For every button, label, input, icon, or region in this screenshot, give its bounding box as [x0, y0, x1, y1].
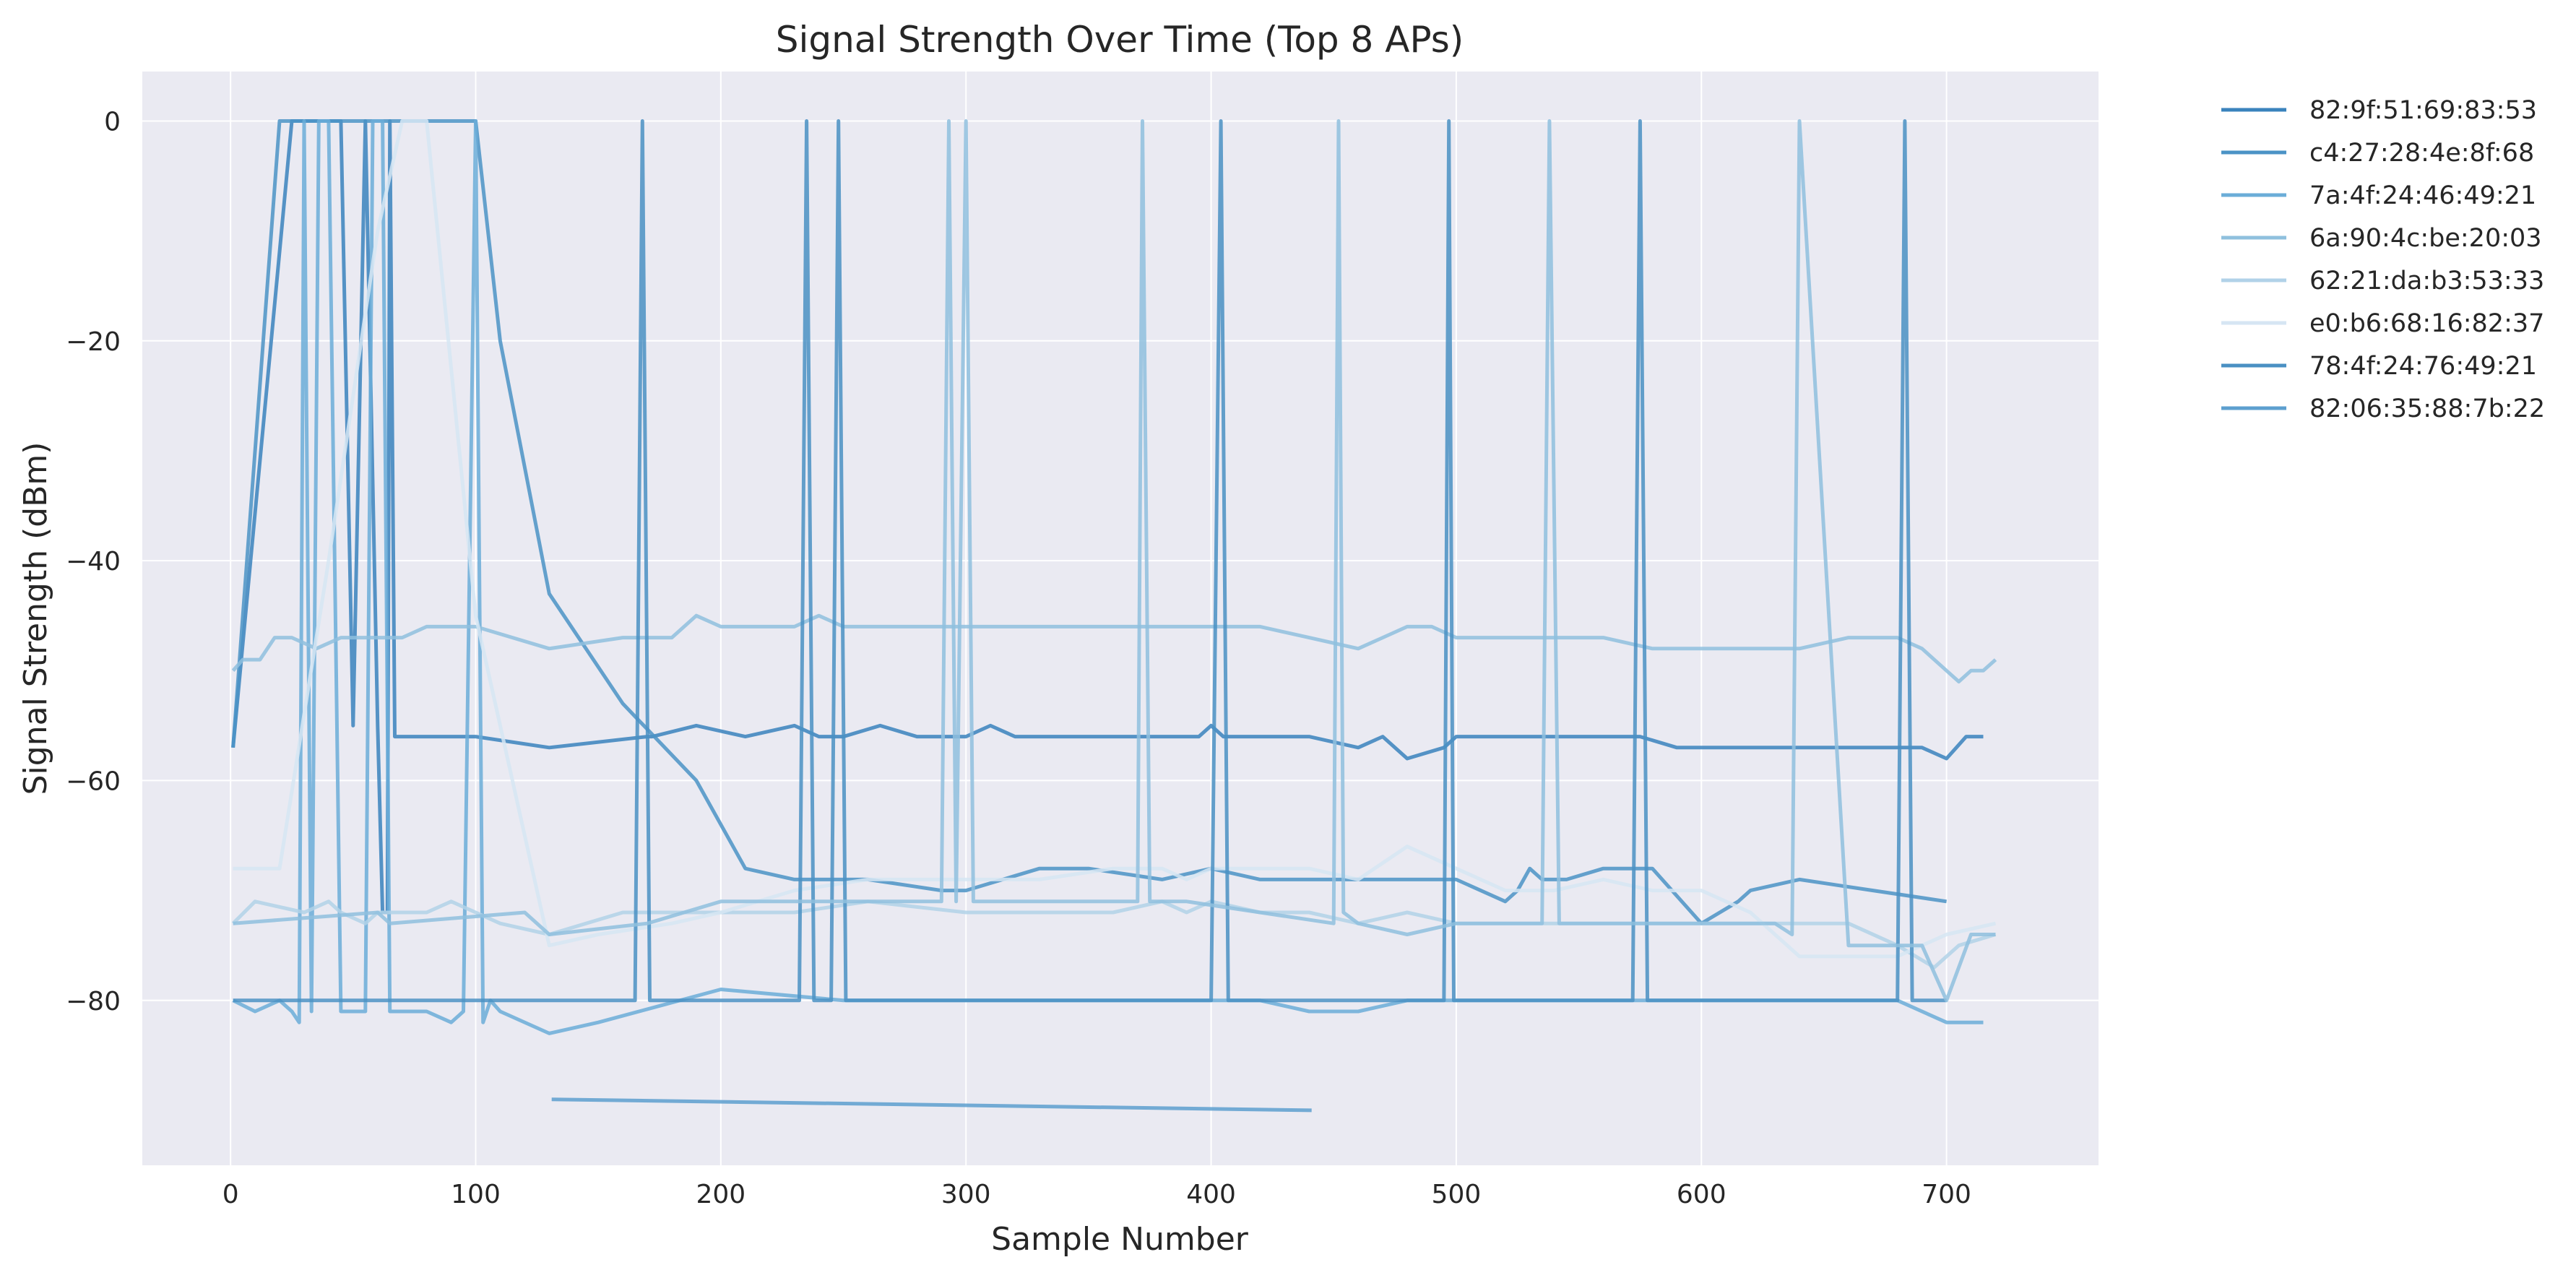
legend-label: c4:27:28:4e:8f:68: [2309, 139, 2534, 168]
y-tick-label: −20: [66, 327, 121, 357]
legend-label: 82:9f:51:69:83:53: [2309, 96, 2537, 125]
x-tick-label: 200: [696, 1180, 746, 1209]
y-tick-labels: 0 −20 −40 −60 −80: [66, 107, 121, 1016]
legend-label: 62:21:da:b3:53:33: [2309, 267, 2544, 295]
series-line-6: [233, 119, 1997, 959]
legend: 82:9f:51:69:83:53 c4:27:28:4e:8f:68 7a:4f:…: [2221, 96, 2545, 423]
x-tick-labels: 0 100 200 300 400 500 600 700: [222, 1180, 1971, 1209]
legend-label: 82:06:35:88:7b:22: [2309, 394, 2545, 423]
legend-label: 7a:4f:24:46:49:21: [2309, 181, 2536, 210]
x-axis-label: Sample Number: [991, 1221, 1249, 1258]
series-line-9: [233, 119, 1996, 1003]
y-axis-label: Signal Strength (dBm): [17, 442, 54, 795]
x-tick-label: 400: [1186, 1180, 1236, 1209]
x-tick-label: 500: [1432, 1180, 1482, 1209]
x-tick-label: 0: [222, 1180, 239, 1209]
y-tick-label: 0: [104, 107, 121, 137]
legend-label: 6a:90:4c:be:20:03: [2309, 224, 2542, 253]
legend-label: 78:4f:24:76:49:21: [2309, 352, 2537, 381]
x-tick-label: 700: [1922, 1180, 1971, 1209]
x-tick-label: 300: [941, 1180, 991, 1209]
series-line-7: [233, 119, 1947, 1003]
y-tick-label: −40: [66, 547, 121, 577]
x-tick-label: 600: [1677, 1180, 1726, 1209]
series-line-4: [231, 613, 1997, 683]
y-tick-label: −80: [66, 987, 121, 1016]
series-line-8: [551, 1097, 1312, 1113]
series-lines: [231, 119, 1997, 1113]
legend-label: e0:b6:68:16:82:37: [2309, 309, 2544, 338]
y-tick-label: −60: [66, 767, 121, 796]
x-tick-label: 100: [451, 1180, 501, 1209]
chart-title: Signal Strength Over Time (Top 8 APs): [776, 19, 1464, 61]
